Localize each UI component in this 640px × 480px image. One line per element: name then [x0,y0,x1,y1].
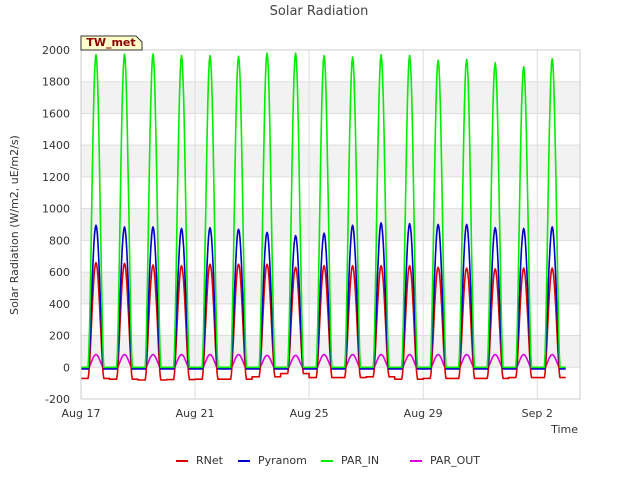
legend-item-rnet: RNet [176,454,224,467]
y-axis-title: Solar Radiation (W/m2, uE/m2/s) [8,135,21,315]
y-tick-label: 1400 [42,139,70,152]
legend-label: PAR_IN [341,454,379,467]
chart-title: Solar Radiation [270,4,369,19]
station-badge: TW_met [80,35,143,51]
x-axis-ticks: Aug 17 Aug 21 Aug 25 Aug 29 Sep 2 [62,407,553,420]
y-tick-label: -200 [45,393,70,406]
y-tick-label: 800 [49,234,70,247]
y-tick-label: 600 [49,266,70,279]
series-line-rnet [80,261,566,381]
y-tick-label: 1800 [42,76,70,89]
station-badge-shape [80,35,143,51]
y-tick-label: 2000 [42,44,70,57]
plot-band [81,176,580,209]
plot-band [81,50,580,82]
plot-frame [80,49,581,400]
x-axis-title: Time [550,423,578,436]
legend: RNet Pyranom PAR_IN PAR_OUT [176,454,480,467]
legend-label: Pyranom [258,454,307,467]
series-line-par-in [80,52,566,369]
y-tick-label: 400 [49,298,70,311]
legend-label: RNet [196,454,224,467]
plot-band [81,208,580,241]
legend-item-pyranom: Pyranom [238,454,307,467]
legend-item-par-out: PAR_OUT [410,454,480,467]
x-tick-label: Aug 29 [404,407,443,420]
y-tick-label: 1200 [42,171,70,184]
y-tick-label: 1000 [42,203,70,216]
x-tick-label: Sep 2 [522,407,553,420]
plot-band [81,145,580,177]
x-tick-label: Aug 17 [62,407,101,420]
station-label: TW_met [86,36,135,49]
y-tick-label: 1600 [42,107,70,120]
x-tick-label: Aug 21 [176,407,215,420]
y-tick-label: 0 [63,361,70,374]
legend-label: PAR_OUT [430,454,480,467]
legend-item-par-in: PAR_IN [321,454,379,467]
series-layer [80,52,566,381]
y-axis-ticks: -200 0 200 400 600 800 1000 1200 1400 1600 1800 200… [42,44,70,406]
series-line-pyranom [80,222,566,370]
x-tick-label: Aug 25 [290,407,329,420]
y-tick-label: 200 [49,330,70,343]
